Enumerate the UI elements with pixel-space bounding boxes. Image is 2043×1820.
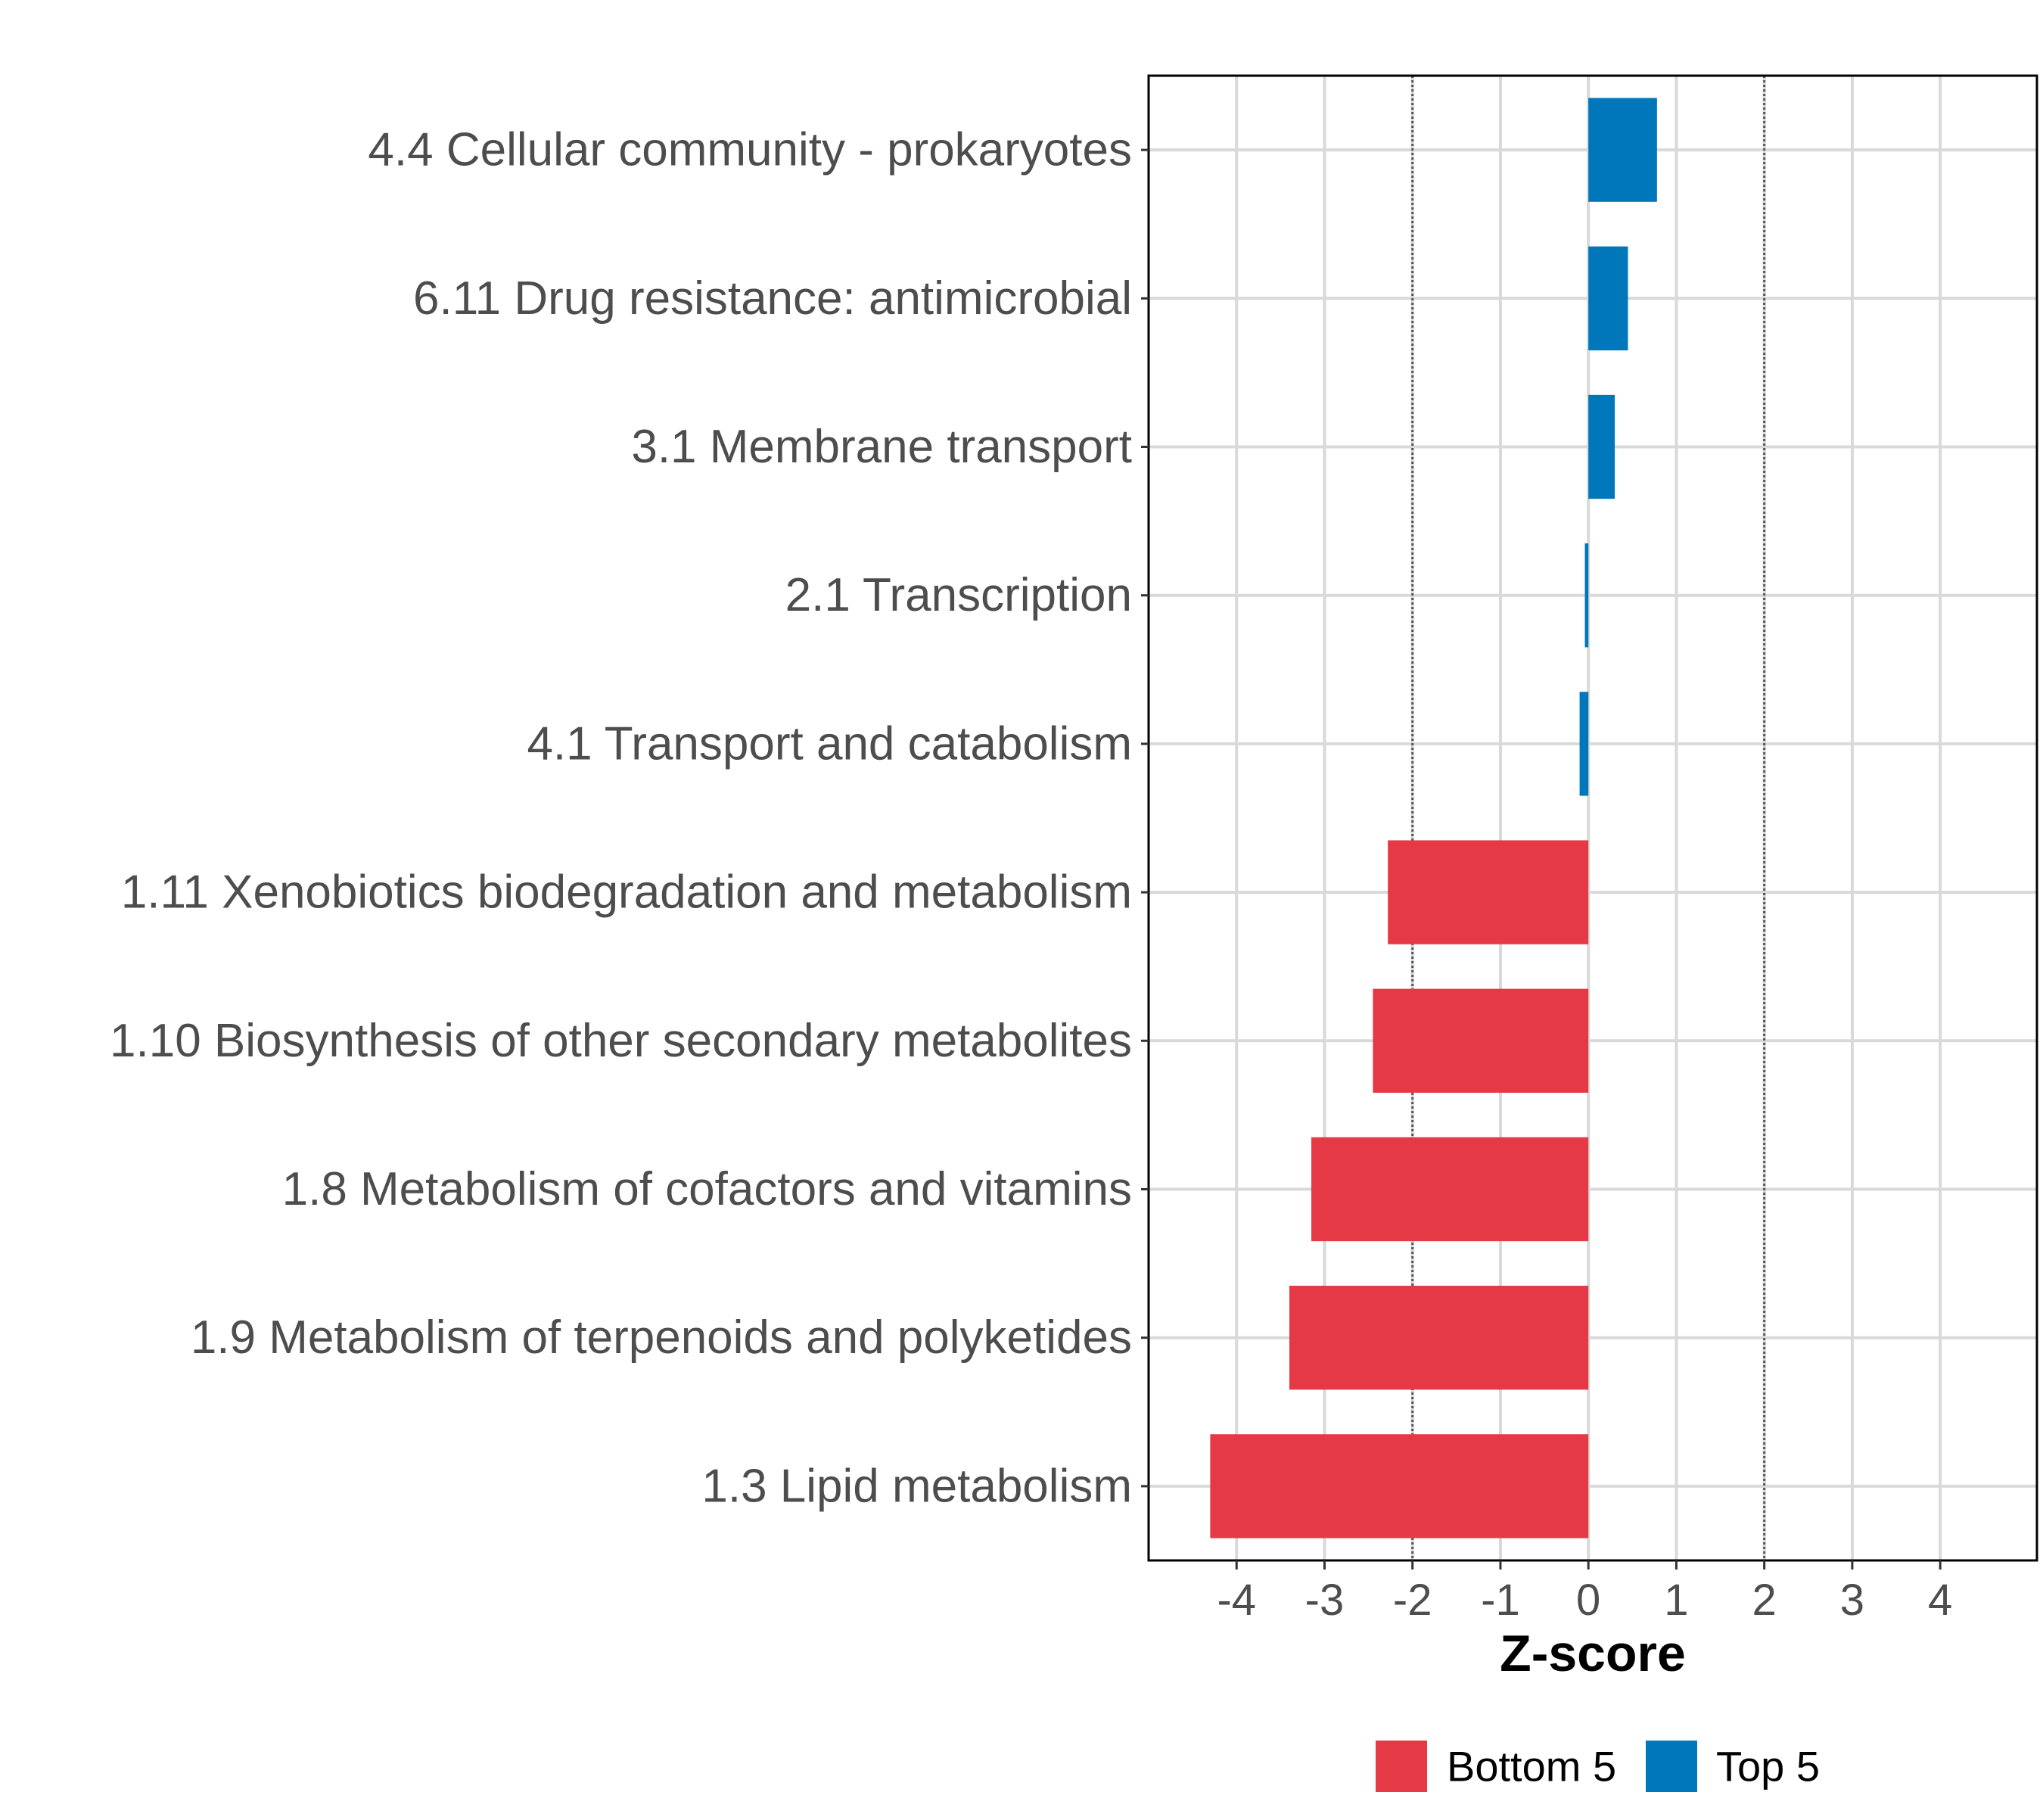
- legend: Bottom 5 Top 5: [1376, 1741, 1820, 1792]
- bar: [1584, 543, 1589, 648]
- bar: [1289, 1286, 1589, 1390]
- legend-key: [1646, 1741, 1697, 1792]
- x-tick-label: 1: [1664, 1576, 1688, 1625]
- bar: [1588, 246, 1628, 350]
- category-label: 1.3 Lipid metabolism: [701, 1460, 1132, 1512]
- bar: [1210, 1434, 1589, 1538]
- legend-label: Bottom 5: [1447, 1743, 1616, 1790]
- panel-border: [1147, 74, 2038, 1562]
- bar: [1388, 840, 1589, 944]
- x-tick-label: 4: [1928, 1576, 1952, 1625]
- x-axis-title: Z-score: [1500, 1625, 1686, 1682]
- bar: [1373, 988, 1589, 1093]
- category-label: 4.1 Transport and catabolism: [527, 717, 1132, 770]
- x-tick-label: -2: [1393, 1576, 1432, 1625]
- category-label: 6.11 Drug resistance: antimicrobial: [413, 272, 1132, 325]
- legend-key: [1376, 1741, 1427, 1792]
- bar: [1588, 394, 1615, 499]
- category-label: 4.4 Cellular community - prokaryotes: [368, 124, 1132, 176]
- category-label: 1.11 Xenobiotics biodegradation and meta…: [121, 866, 1132, 919]
- x-axis: -4 -3 -2 -1 0 1 2 3 4: [1217, 1560, 1952, 1625]
- legend-label: Top 5: [1716, 1743, 1820, 1790]
- bar: [1579, 692, 1589, 796]
- x-tick-label: -4: [1217, 1576, 1256, 1625]
- category-label: 2.1 Transcription: [785, 569, 1132, 621]
- x-tick-label: 3: [1840, 1576, 1864, 1625]
- x-tick-label: 2: [1752, 1576, 1777, 1625]
- y-axis: 4.4 Cellular community - prokaryotes 6.11…: [110, 124, 1149, 1512]
- category-label: 3.1 Membrane transport: [631, 421, 1132, 473]
- bars: [1210, 98, 1657, 1538]
- bar: [1311, 1137, 1589, 1242]
- grid-layer: [1149, 76, 2037, 1560]
- category-label: 1.10 Biosynthesis of other secondary met…: [110, 1015, 1132, 1067]
- reference-lines: [1411, 76, 1766, 1560]
- category-label: 1.9 Metabolism of terpenoids and polyket…: [191, 1311, 1132, 1364]
- x-tick-label: -3: [1305, 1576, 1345, 1625]
- bar: [1588, 98, 1657, 202]
- x-tick-label: 0: [1576, 1576, 1600, 1625]
- x-tick-label: -1: [1481, 1576, 1520, 1625]
- category-label: 1.8 Metabolism of cofactors and vitamins: [282, 1163, 1132, 1215]
